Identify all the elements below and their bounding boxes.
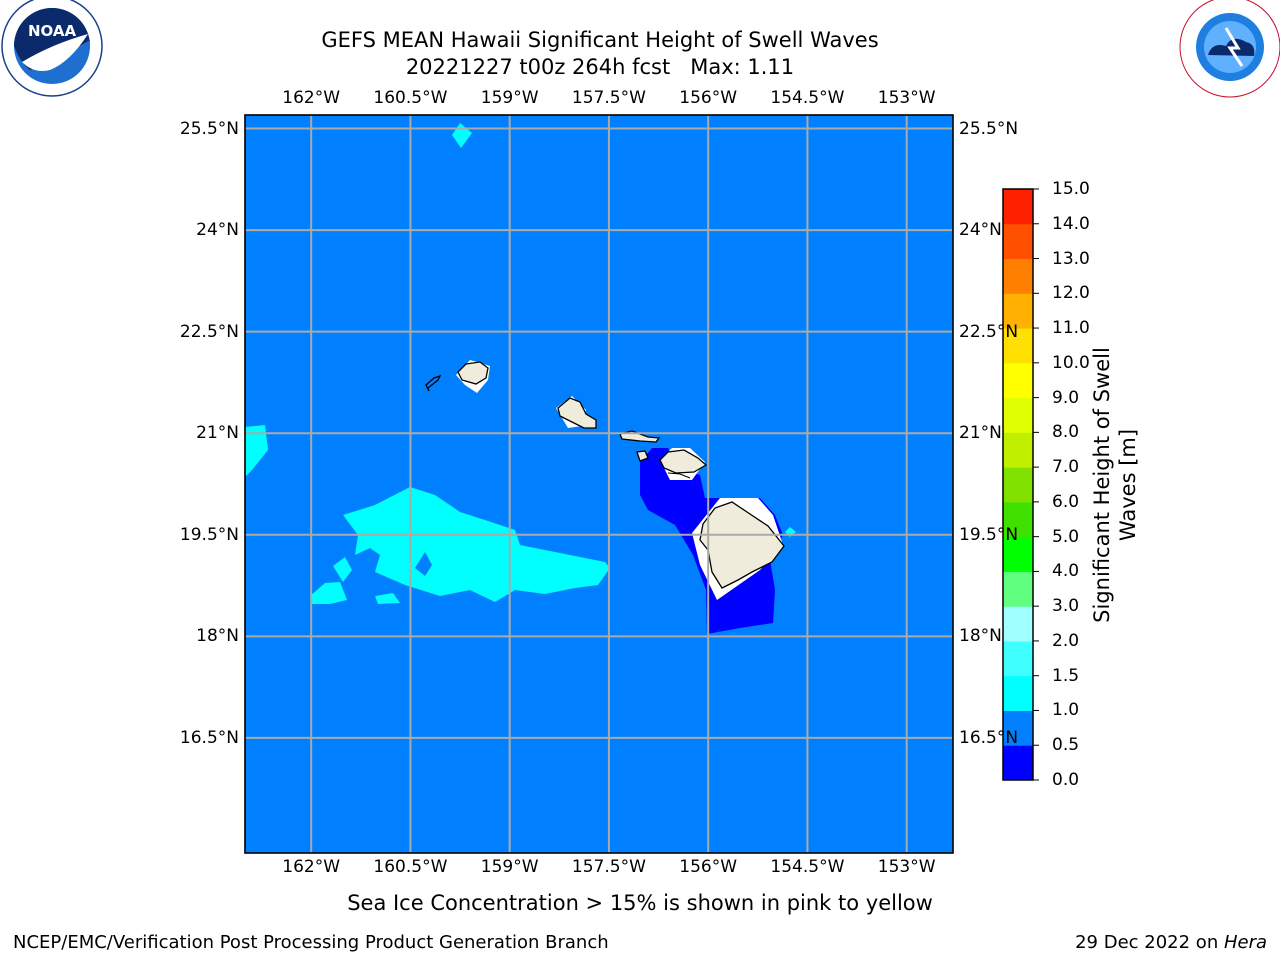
lat-label-left: 22.5°N (179, 321, 239, 342)
lon-label-top: 159°W (480, 88, 539, 108)
colorbar-tick-label: 7.0 (1052, 457, 1080, 478)
island-edge (667, 472, 691, 479)
lat-label-right: 24°N (959, 220, 1002, 241)
colorbar-segment (1003, 675, 1033, 711)
colorbar-tick-label: 1.0 (1052, 700, 1080, 721)
lat-label-right: 18°N (959, 626, 1002, 647)
colorbar-segment (1003, 571, 1033, 607)
nws-logo (1179, 0, 1280, 98)
map-subtitle: 20221227 t00z 264h fcst Max: 1.11 (405, 55, 795, 79)
colorbar-tick-label: 13.0 (1052, 248, 1090, 269)
lon-label-bottom: 159°W (480, 857, 539, 877)
colorbar-tick-label: 2.0 (1052, 630, 1080, 651)
footer-host: Hera (1223, 932, 1267, 953)
colorbar-segment (1003, 189, 1033, 225)
lat-label-right: 22.5°N (959, 321, 1019, 342)
colorbar-tick-label: 15.0 (1052, 179, 1090, 199)
colorbar-segment (1003, 293, 1033, 329)
colorbar-segment (1003, 640, 1033, 677)
ocean-fill (245, 115, 953, 853)
colorbar-segment (1003, 328, 1033, 364)
lat-label-right: 16.5°N (959, 727, 1019, 748)
map-panel (244, 114, 954, 854)
swell-region-cyan (375, 593, 400, 604)
swell-region-cyan (245, 425, 268, 477)
colorbar-tick-label: 8.0 (1052, 422, 1080, 443)
sea-ice-note: Sea Ice Concentration > 15% is shown in … (347, 891, 933, 915)
lon-label-bottom: 157.5°W (571, 857, 646, 877)
island-land (457, 361, 489, 385)
colorbar-tick-label: 4.0 (1052, 561, 1080, 582)
lat-label-left: 21°N (196, 423, 239, 444)
lat-label-left: 18°N (196, 626, 239, 647)
island-land (659, 449, 708, 474)
lon-label-top: 153°W (877, 88, 936, 108)
island-land (557, 397, 597, 429)
svg-text:NOAA: NOAA (28, 22, 77, 40)
swell-region-cyan (333, 557, 352, 582)
colorbar-tick-label: 6.0 (1052, 491, 1080, 512)
lon-label-top: 157.5°W (571, 88, 646, 108)
colorbar-tick-label: 5.0 (1052, 526, 1080, 547)
swell-hole (415, 552, 432, 576)
colorbar-segment (1003, 258, 1033, 294)
colorbar-segment (1003, 397, 1033, 433)
colorbar-tick-label: 11.0 (1052, 318, 1090, 339)
lat-label-right: 19.5°N (959, 524, 1019, 545)
lat-label-left: 25.5°N (179, 118, 239, 139)
lon-label-bottom: 162°W (282, 857, 341, 877)
lat-label-left: 24°N (196, 220, 239, 241)
swell-region-cyan (310, 582, 347, 604)
colorbar-tick-label: 14.0 (1052, 213, 1090, 234)
lon-label-top: 160.5°W (373, 88, 448, 108)
lat-label-right: 25.5°N (959, 118, 1019, 139)
lon-label-top: 162°W (282, 88, 341, 108)
map-frame (244, 114, 954, 854)
lat-label-left: 19.5°N (179, 524, 239, 545)
lat-label-right: 21°N (959, 423, 1002, 444)
lon-label-top: 156°W (679, 88, 738, 108)
colorbar-tick-label: 12.0 (1052, 283, 1090, 304)
colorbar-segment (1003, 467, 1033, 503)
colorbar-segment (1003, 432, 1033, 468)
colorbar-tick-label: 1.5 (1052, 665, 1080, 686)
footer-date: 29 Dec 2022 on Hera (1075, 932, 1267, 953)
colorbar-title: Significant Height of Swell Waves [m] (1090, 347, 1140, 623)
colorbar-tick-label: 10.0 (1052, 352, 1090, 373)
colorbar-frame (1002, 188, 1034, 781)
island-niihau (425, 374, 442, 392)
lon-label-bottom: 153°W (877, 857, 936, 877)
lat-label-left: 16.5°N (179, 727, 239, 748)
colorbar-segment (1003, 710, 1033, 746)
colorbar-segment (1003, 501, 1033, 538)
footer-date-text: 29 Dec 2022 on (1075, 932, 1224, 953)
colorbar-segment (1003, 362, 1033, 399)
lon-label-bottom: 160.5°W (373, 857, 448, 877)
colorbar (1002, 188, 1039, 781)
colorbar-tick-label: 9.0 (1052, 387, 1080, 408)
lon-label-top: 154.5°W (770, 88, 845, 108)
footer-credit: NCEP/EMC/Verification Post Processing Pr… (13, 932, 609, 953)
noaa-logo: NOAA (1, 0, 103, 97)
lon-label-bottom: 156°W (679, 857, 738, 877)
colorbar-segment (1003, 606, 1033, 642)
island-land (636, 450, 649, 462)
colorbar-segment (1003, 745, 1033, 781)
map-title: GEFS MEAN Hawaii Significant Height of S… (321, 28, 879, 52)
colorbar-tick-label: 0.0 (1052, 770, 1080, 790)
colorbar-tick-label: 3.0 (1052, 596, 1080, 617)
colorbar-segment (1003, 223, 1033, 260)
colorbar-segment (1003, 536, 1033, 572)
colorbar-tick-label: 0.5 (1052, 735, 1080, 756)
lon-label-bottom: 154.5°W (770, 857, 845, 877)
